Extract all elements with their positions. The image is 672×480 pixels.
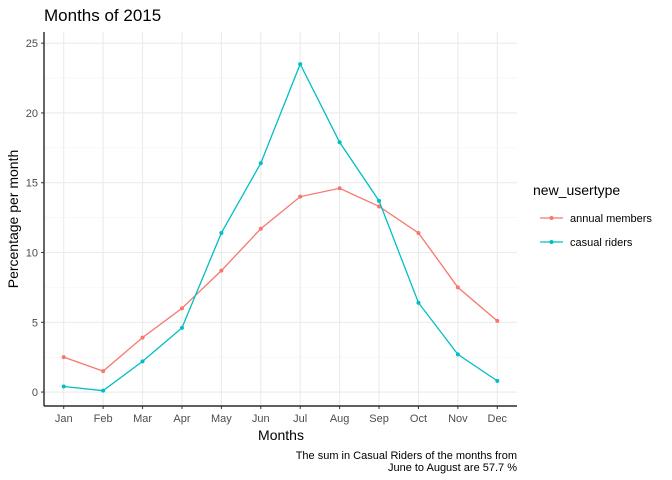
- legend-title: new_usertype: [533, 182, 620, 198]
- y-tick-label: 5: [32, 317, 38, 329]
- series-line-casual-riders: [63, 62, 498, 392]
- data-point-casual-riders: [298, 62, 303, 67]
- caption-line-2: June to August are 57.7 %: [388, 462, 517, 474]
- data-point-casual-riders: [377, 198, 382, 203]
- x-axis-title: Months: [258, 427, 304, 443]
- data-point-annual-members: [455, 285, 460, 290]
- legend-item-casual-riders: casual riders: [540, 237, 633, 249]
- data-point-casual-riders: [416, 300, 421, 305]
- legend: new_usertype annual members casual rider…: [533, 182, 652, 249]
- x-tick-label: Jan: [55, 413, 73, 425]
- x-tick-label: Sep: [369, 413, 389, 425]
- x-tick-label: Jul: [293, 413, 307, 425]
- legend-key-point-annual-members: [549, 216, 554, 220]
- data-point-casual-riders: [219, 230, 224, 235]
- x-tick-label: Dec: [488, 413, 508, 425]
- x-tick-label: May: [211, 413, 232, 425]
- data-point-annual-members: [298, 194, 303, 199]
- data-point-casual-riders: [258, 161, 263, 166]
- y-tick-label: 10: [26, 247, 38, 259]
- grid: [44, 32, 517, 406]
- legend-label-casual-riders: casual riders: [570, 237, 633, 249]
- y-tick-label: 0: [32, 387, 38, 399]
- x-tick-label: Apr: [173, 413, 190, 425]
- data-point-casual-riders: [140, 359, 145, 364]
- x-tick-label: Aug: [330, 413, 350, 425]
- data-point-casual-riders: [337, 140, 342, 145]
- y-tick-label: 25: [26, 38, 38, 50]
- y-axis-ticks: 0 5 10 15 20 25: [26, 38, 44, 399]
- data-point-annual-members: [495, 318, 500, 323]
- x-tick-label: Jun: [252, 413, 270, 425]
- x-tick-label: Feb: [94, 413, 113, 425]
- x-axis-ticks: Jan Feb Mar Apr May Jun Jul Aug Sep Oct Nov Dec: [55, 406, 508, 425]
- y-axis-title: Percentage per month: [5, 150, 21, 289]
- series-line-annual-members: [63, 187, 498, 372]
- data-point-annual-members: [258, 226, 263, 231]
- caption-line-1: The sum in Casual Riders of the months f…: [296, 450, 517, 462]
- chart-title: Months of 2015: [44, 6, 161, 25]
- data-point-annual-members: [61, 355, 66, 360]
- data-point-annual-members: [101, 369, 106, 374]
- data-point-casual-riders: [495, 378, 500, 383]
- data-point-casual-riders: [455, 352, 460, 357]
- y-tick-label: 20: [26, 108, 38, 120]
- data-point-annual-members: [337, 186, 342, 191]
- data-point-annual-members: [179, 306, 184, 311]
- data-point-casual-riders: [61, 384, 66, 389]
- data-point-casual-riders: [101, 388, 106, 393]
- legend-item-annual-members: annual members: [540, 213, 652, 225]
- data-point-casual-riders: [179, 325, 184, 330]
- y-tick-label: 15: [26, 178, 38, 190]
- legend-key-point-casual-riders: [549, 240, 554, 244]
- data-point-annual-members: [219, 268, 224, 273]
- series-layer: [61, 62, 500, 393]
- data-point-annual-members: [377, 204, 382, 209]
- data-point-annual-members: [140, 335, 145, 340]
- x-tick-label: Oct: [410, 413, 427, 425]
- data-point-annual-members: [416, 230, 421, 235]
- x-tick-label: Nov: [448, 413, 468, 425]
- x-tick-label: Mar: [133, 413, 152, 425]
- legend-label-annual-members: annual members: [570, 213, 652, 225]
